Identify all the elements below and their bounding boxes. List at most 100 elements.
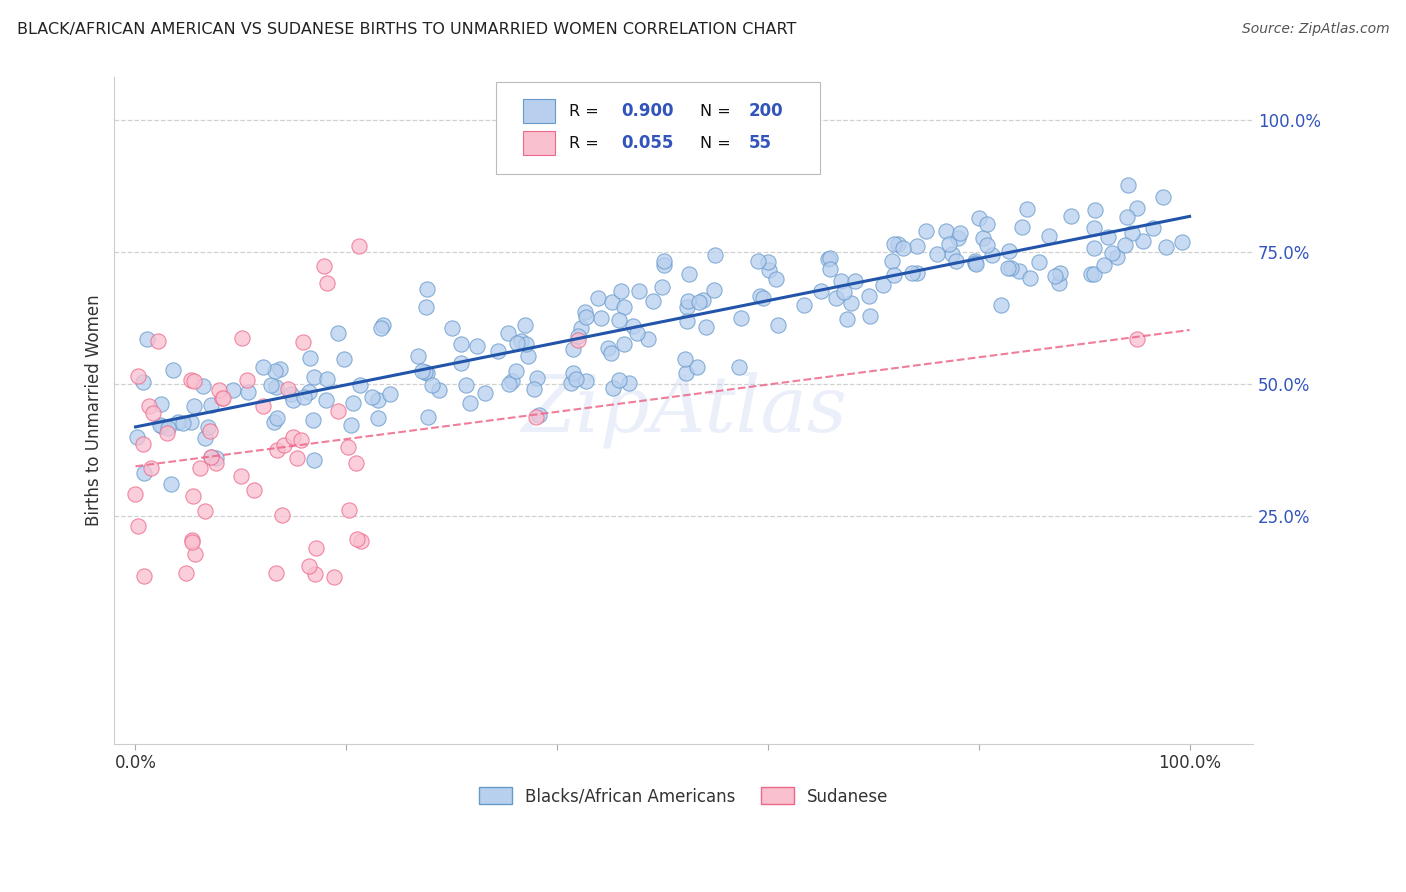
Point (976, 238, 998, 252)
Point (676, 294, 699, 309)
Point (766, 318, 789, 332)
Point (367, 392, 389, 407)
Point (673, 352, 696, 367)
Text: N =: N = (700, 136, 735, 151)
Point (174, 566, 197, 580)
Point (1116, 211, 1139, 225)
Point (915, 224, 938, 238)
Point (505, 364, 527, 378)
Point (501, 374, 523, 388)
Point (749, 288, 772, 302)
Point (997, 244, 1019, 258)
Point (259, 378, 281, 392)
Point (1132, 235, 1154, 249)
Point (927, 247, 949, 261)
Point (415, 300, 437, 314)
Point (651, 280, 673, 294)
Point (360, 390, 382, 404)
Point (972, 231, 994, 245)
Point (858, 289, 880, 303)
Point (935, 224, 957, 238)
Point (565, 371, 588, 385)
Point (617, 376, 640, 391)
Point (1101, 245, 1123, 260)
Text: R =: R = (568, 104, 603, 119)
Point (1142, 221, 1164, 235)
Point (292, 390, 315, 404)
Point (416, 410, 439, 425)
Point (938, 236, 960, 251)
Point (212, 391, 235, 405)
Point (1083, 267, 1105, 281)
Point (905, 238, 928, 252)
Point (298, 385, 321, 400)
Point (575, 374, 598, 388)
Point (818, 251, 841, 265)
Point (127, 518, 149, 533)
Point (149, 397, 172, 411)
Point (242, 483, 264, 498)
Point (181, 534, 204, 549)
Point (1028, 255, 1050, 269)
Point (515, 337, 537, 351)
Point (304, 567, 326, 582)
Point (941, 246, 963, 260)
Point (142, 407, 165, 421)
Point (963, 254, 986, 268)
Point (280, 387, 302, 401)
Point (654, 254, 676, 268)
Point (315, 392, 337, 407)
Point (132, 569, 155, 583)
Point (222, 383, 245, 397)
Point (949, 227, 972, 241)
Point (688, 294, 710, 309)
Point (967, 211, 990, 225)
Point (273, 438, 295, 452)
Point (367, 411, 389, 425)
Point (342, 396, 364, 410)
Point (150, 419, 173, 434)
Point (183, 374, 205, 388)
Point (728, 359, 751, 374)
Point (337, 440, 360, 454)
Point (302, 413, 325, 427)
Point (340, 417, 363, 432)
Point (332, 351, 354, 366)
Point (596, 341, 619, 355)
Point (125, 430, 148, 444)
Point (610, 284, 633, 298)
Point (825, 291, 848, 305)
Point (907, 266, 929, 280)
Point (270, 508, 292, 523)
Point (298, 351, 321, 365)
Point (373, 318, 395, 332)
Point (695, 320, 717, 334)
Text: BLACK/AFRICAN AMERICAN VS SUDANESE BIRTHS TO UNMARRIED WOMEN CORRELATION CHART: BLACK/AFRICAN AMERICAN VS SUDANESE BIRTH… (17, 22, 796, 37)
Point (456, 377, 478, 392)
Point (194, 503, 217, 517)
Point (263, 415, 285, 429)
Point (188, 461, 211, 475)
Point (167, 415, 190, 429)
Point (162, 362, 184, 376)
Point (266, 442, 288, 457)
Point (441, 321, 464, 335)
Point (1171, 235, 1194, 249)
Point (513, 318, 536, 333)
Point (231, 331, 253, 345)
Point (844, 274, 866, 288)
Y-axis label: Births to Unmarried Women: Births to Unmarried Women (86, 295, 103, 526)
Point (976, 217, 998, 231)
Point (602, 381, 624, 395)
Point (747, 254, 769, 268)
Point (641, 293, 664, 308)
Point (236, 373, 259, 387)
Point (567, 334, 589, 348)
Point (965, 257, 987, 271)
Point (181, 489, 204, 503)
Point (148, 334, 170, 348)
Point (197, 419, 219, 434)
Point (132, 375, 155, 389)
Point (281, 392, 304, 407)
Point (524, 410, 547, 425)
